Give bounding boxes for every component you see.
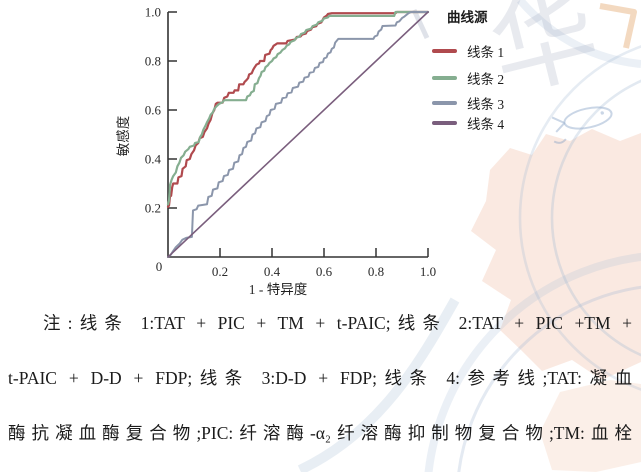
- roc-curve-line2: [166, 10, 430, 206]
- note-line: 酶抗凝血酶复合物;PIC:纤溶酶-α₂纤溶酶抑制物复合物;TM:血栓: [8, 423, 632, 444]
- legend-title: 曲线源: [447, 10, 488, 25]
- watermark-salmon-blob: [471, 129, 641, 380]
- y-tick-label: 0.8: [145, 54, 161, 69]
- y-tick-label: 0.6: [145, 103, 162, 118]
- legend-label-line1: 线条 1: [467, 45, 505, 60]
- x-tick-label: 1.0: [420, 264, 436, 279]
- x-tick-label: 0.2: [212, 264, 228, 279]
- legend-swatch-line4: [432, 121, 457, 125]
- watermark-stamp-circle: [550, 79, 641, 357]
- watermark-stroke: [411, 8, 430, 40]
- y-tick-label: 1.0: [145, 5, 161, 20]
- legend-swatch-line2: [432, 76, 457, 80]
- roc-curve-line3: [167, 11, 429, 258]
- x-tick-label: 0.6: [316, 264, 333, 279]
- legend-item-line2: 线条 2: [432, 71, 505, 87]
- watermark-ribbon: [516, 0, 641, 68]
- x-axis-title: 1 - 特异度: [249, 282, 308, 297]
- legend-label-line4: 线条 4: [467, 117, 505, 132]
- y-axis-title: 敏感度: [115, 116, 131, 157]
- watermark-ribbon: [297, 297, 460, 472]
- legend-item-line3: 线条 3: [432, 96, 505, 112]
- legend: 曲线源 线条 1 线条 2 线条 3 线条 4: [432, 6, 542, 132]
- watermark-fish-icon: [551, 106, 613, 144]
- x-tick-label: 0.8: [368, 264, 384, 279]
- roc-curve-line4: [167, 11, 429, 258]
- legend-label-line2: 线条 2: [467, 72, 505, 87]
- y-tick-label: 0.4: [145, 152, 162, 167]
- roc-chart: 0.2 0.4 0.6 0.8 1.0 0.2 0.4 0.6 0.8 1.0 0 1 - 特异度 敏感…: [115, 5, 436, 298]
- y-tick-label: 0.2: [145, 201, 161, 216]
- legend-swatch-line3: [432, 101, 457, 105]
- x-tick-label: 0.4: [264, 264, 281, 279]
- watermark-corner-mark: [599, 3, 637, 49]
- figure-note: 注:线条 1:TAT + PIC + TM + t-PAIC;线条 2:TAT …: [8, 310, 632, 472]
- watermark-salmon-blob: [540, 380, 641, 472]
- legend-swatch-line1: [432, 49, 457, 53]
- roc-curve-line1: [166, 10, 430, 208]
- origin-label: 0: [156, 259, 163, 274]
- legend-item-line4: 线条 4: [432, 116, 505, 132]
- legend-label-line3: 线条 3: [467, 97, 505, 112]
- watermark-stamp-circle: [518, 45, 641, 391]
- note-line: 注:线条 1:TAT + PIC + TM + t-PAIC;线条 2:TAT …: [43, 313, 632, 333]
- legend-item-line1: 线条 1: [432, 44, 505, 60]
- note-line: t-PAIC + D-D + FDP;线条 3:D-D + FDP;线条 4:参…: [8, 368, 632, 389]
